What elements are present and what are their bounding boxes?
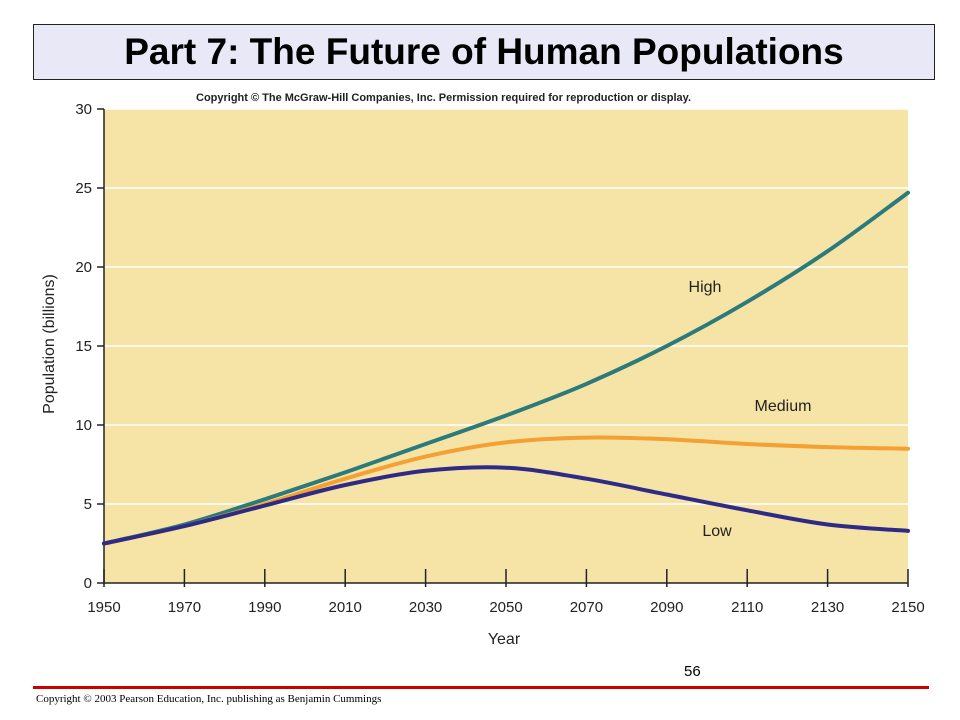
y-axis-label: Population (billions) — [41, 274, 58, 414]
y-tick-label: 20 — [75, 259, 92, 276]
y-tick-label: 25 — [75, 180, 92, 197]
series-line-low — [102, 465, 910, 546]
x-axis-label: Year — [488, 631, 521, 648]
x-tick-label: 2090 — [650, 599, 683, 616]
x-tick-label: 2150 — [891, 599, 924, 616]
slide-title-box: Part 7: The Future of Human Populations — [33, 24, 935, 80]
x-tick-label: 2130 — [811, 599, 844, 616]
x-tick-label: 1970 — [168, 599, 201, 616]
y-tick-label: 30 — [75, 101, 92, 118]
y-tick-label: 5 — [84, 496, 92, 513]
x-tick-label: 1990 — [248, 599, 281, 616]
x-tick-label: 2050 — [489, 599, 522, 616]
x-tick-label: 2030 — [409, 599, 442, 616]
series-label-low: Low — [702, 523, 732, 540]
y-tick-label: 10 — [75, 417, 92, 434]
x-tick-label: 1950 — [87, 599, 120, 616]
slide-title: Part 7: The Future of Human Populations — [124, 31, 844, 72]
chart-copyright-note: Copyright © The McGraw-Hill Companies, I… — [196, 92, 691, 104]
y-tick-label: 0 — [84, 575, 92, 592]
series-label-medium: Medium — [755, 398, 812, 415]
footer-rule — [33, 686, 929, 689]
y-tick-label: 15 — [75, 338, 92, 355]
x-tick-label: 2110 — [731, 599, 763, 616]
x-tick-label: 2010 — [329, 599, 362, 616]
page-number: 56 — [684, 663, 701, 680]
footer-copyright: Copyright © 2003 Pearson Education, Inc.… — [36, 693, 382, 705]
series-label-high: High — [689, 279, 722, 296]
x-tick-label: 2070 — [570, 599, 603, 616]
series-line-high — [102, 190, 910, 546]
